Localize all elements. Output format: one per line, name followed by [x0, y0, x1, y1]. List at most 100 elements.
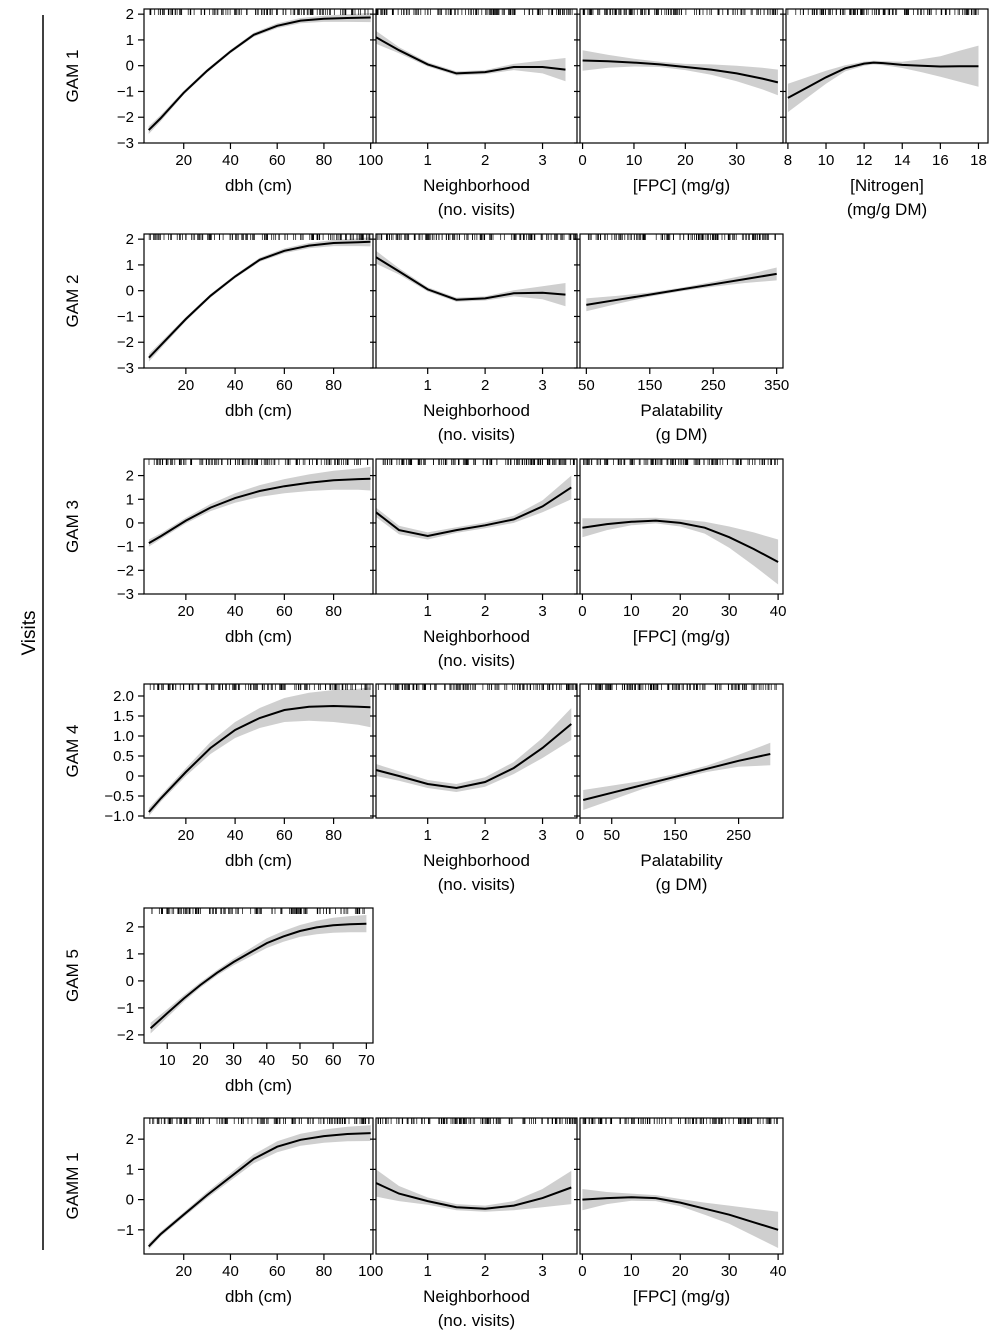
x-tick-label: 100	[358, 152, 383, 169]
x-tick-label: 0	[578, 603, 586, 620]
smooth-curve	[375, 723, 572, 790]
x-tick-label: 20	[178, 827, 195, 844]
panel-frame	[143, 1117, 374, 1255]
x-tick-label: 10	[626, 152, 643, 169]
rug-marks	[377, 684, 578, 690]
x-tick-label: 1	[424, 827, 432, 844]
x-tick-label: 50	[578, 377, 595, 394]
x-axis-title: Neighborhood	[423, 401, 530, 420]
model-row-title: GAMM 1	[63, 1152, 82, 1219]
x-axis-title: dbh (cm)	[225, 851, 292, 870]
x-tick-label: 20	[178, 603, 195, 620]
x-tick-label: 50	[292, 1052, 309, 1069]
model-row-title: GAM 5	[63, 949, 82, 1002]
x-tick-label: 80	[316, 152, 333, 169]
x-tick-label: 16	[932, 152, 949, 169]
x-tick-label: 20	[677, 152, 694, 169]
x-tick-label: 80	[325, 603, 342, 620]
x-axis-title: Neighborhood	[423, 851, 530, 870]
x-tick-label: 12	[856, 152, 873, 169]
panel-frame	[143, 458, 374, 595]
x-tick-label: 40	[770, 603, 787, 620]
x-axis-title: (mg/g DM)	[847, 200, 927, 219]
rug-marks	[787, 9, 979, 15]
x-tick-label: 100	[358, 1263, 383, 1280]
panel-2-3: 50 150 250 350 Palatability (g DM)	[574, 233, 789, 444]
y-tick-label: −2	[117, 109, 134, 126]
x-axis-title: dbh (cm)	[225, 1076, 292, 1095]
x-axis-title: (no. visits)	[438, 1311, 515, 1330]
x-tick-label: 3	[538, 603, 546, 620]
rug-marks	[375, 9, 573, 15]
panel-1-1: 20 40 60 80 100 −3 −2 −1 0 1 2 dbh (cm) GAM 1	[63, 6, 383, 195]
x-tick-label: 0	[576, 827, 584, 844]
model-row-title: GAM 3	[63, 500, 82, 553]
x-tick-label: 60	[325, 1052, 342, 1069]
rug-marks	[376, 234, 577, 240]
y-tick-label: 2	[126, 231, 134, 248]
x-axis-title: dbh (cm)	[225, 176, 292, 195]
panel-4-2: 1 2 3 Neighborhood (no. visits)	[370, 683, 578, 894]
x-tick-label: 3	[538, 377, 546, 394]
smooth-curve	[582, 1196, 779, 1231]
y-tick-label: −1	[117, 83, 134, 100]
y-tick-label: 1	[126, 257, 134, 274]
x-tick-label: 2	[481, 827, 489, 844]
confidence-band	[150, 915, 367, 1034]
x-tick-label: 60	[276, 603, 293, 620]
x-tick-label: 10	[818, 152, 835, 169]
panel-2-1: 20 40 60 80 −3 −2 −1 0 1 2 dbh (cm) GAM 2	[63, 231, 374, 420]
confidence-band	[582, 517, 779, 585]
y-tick-label: 1	[126, 32, 134, 49]
x-tick-label: 3	[538, 827, 546, 844]
x-tick-label: 1	[424, 1263, 432, 1280]
x-tick-label: 80	[325, 827, 342, 844]
x-tick-label: 0	[578, 152, 586, 169]
rug-marks	[148, 234, 371, 240]
y-tick-label: −2	[117, 334, 134, 351]
smooth-curve	[787, 61, 979, 99]
x-tick-label: 20	[672, 603, 689, 620]
y-tick-label: 2	[126, 6, 134, 23]
y-tick-label: 1	[126, 491, 134, 508]
x-tick-label: 20	[175, 1263, 192, 1280]
x-tick-label: 30	[721, 1263, 738, 1280]
y-tick-label: −2	[117, 1027, 134, 1044]
x-tick-label: 20	[192, 1052, 209, 1069]
y-tick-label: 1.0	[113, 728, 134, 745]
y-tick-label: −0.5	[104, 788, 134, 805]
x-tick-label: 18	[970, 152, 987, 169]
y-tick-label: 0	[126, 973, 134, 990]
panel-3-1: 20 40 60 80 −3 −2 −1 0 1 2 dbh (cm) GAM 3	[63, 458, 374, 646]
smooth-curve	[149, 922, 367, 1029]
panel-5-1: 10 20 30 40 50 60 70 −2 −1 0 1 2 dbh (cm) GAM 5	[63, 907, 375, 1095]
panel-6-3: 0 10 20 30 40 [FPC] (mg/g)	[574, 1117, 787, 1306]
y-tick-label: 2	[126, 919, 134, 936]
smooth-curve	[148, 240, 371, 359]
x-tick-label: 14	[894, 152, 911, 169]
x-tick-label: 60	[269, 1263, 286, 1280]
confidence-band	[376, 1169, 572, 1212]
model-row-title: GAM 4	[63, 725, 82, 778]
panel-1-2: 1 2 3 Neighborhood (no. visits)	[370, 8, 578, 219]
smooth-curve	[148, 704, 371, 813]
panel-2-2: 1 2 3 Neighborhood (no. visits)	[370, 233, 578, 444]
x-axis-title: [FPC] (mg/g)	[633, 1287, 730, 1306]
panel-frame	[375, 683, 578, 819]
panel-6-1: 20 40 60 80 100 −1 0 1 2 dbh (cm) GAMM 1	[63, 1117, 383, 1306]
smooth-curve	[582, 519, 779, 563]
y-tick-label: 0.5	[113, 748, 134, 765]
x-tick-label: 70	[358, 1052, 375, 1069]
x-tick-label: 80	[316, 1263, 333, 1280]
x-tick-label: 30	[721, 603, 738, 620]
y-tick-label: −1	[117, 308, 134, 325]
x-tick-label: 40	[770, 1263, 787, 1280]
panel-frame	[579, 8, 784, 144]
x-tick-label: 40	[258, 1052, 275, 1069]
confidence-band	[376, 250, 566, 307]
y-tick-label: 0	[126, 1192, 134, 1209]
x-axis-title: Palatability	[640, 401, 723, 420]
y-tick-label: −2	[117, 562, 134, 579]
panel-3-3: 0 10 20 30 40 [FPC] (mg/g)	[574, 458, 787, 646]
